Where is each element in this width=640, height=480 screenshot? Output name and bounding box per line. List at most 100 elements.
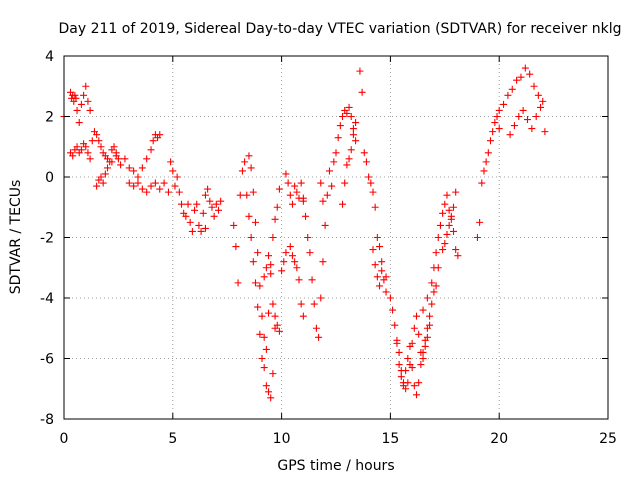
data-point-marker bbox=[258, 312, 266, 320]
data-point-marker bbox=[73, 106, 81, 114]
data-point-marker bbox=[134, 179, 142, 187]
data-point-marker bbox=[454, 252, 462, 260]
data-point-marker bbox=[249, 258, 257, 266]
data-point-marker bbox=[443, 191, 451, 199]
data-point-marker bbox=[138, 185, 146, 193]
data-point-marker bbox=[508, 85, 516, 93]
data-point-marker bbox=[151, 179, 159, 187]
data-point-marker bbox=[101, 170, 109, 178]
data-point-marker bbox=[306, 249, 314, 257]
data-point-marker bbox=[397, 373, 405, 381]
data-point-marker bbox=[156, 185, 164, 193]
data-point-marker bbox=[147, 182, 155, 190]
data-point-marker bbox=[515, 113, 523, 120]
data-point-marker bbox=[450, 227, 458, 235]
data-point-marker bbox=[256, 330, 264, 338]
data-point-marker bbox=[302, 212, 310, 220]
data-point-marker bbox=[482, 158, 490, 166]
data-point-marker bbox=[97, 173, 105, 181]
y-axis-label: SDTVAR / TECUs bbox=[8, 180, 24, 295]
data-point-marker bbox=[521, 64, 529, 72]
data-point-marker bbox=[262, 264, 270, 272]
data-point-marker bbox=[443, 230, 451, 238]
data-point-marker bbox=[315, 333, 323, 341]
data-point-marker bbox=[143, 188, 151, 196]
data-point-marker bbox=[251, 218, 259, 226]
data-point-marker bbox=[343, 109, 351, 117]
data-point-marker bbox=[349, 125, 357, 133]
data-point-marker bbox=[436, 221, 444, 229]
data-point-marker bbox=[410, 324, 418, 332]
data-point-marker bbox=[365, 173, 373, 181]
data-point-marker bbox=[293, 264, 301, 272]
data-point-marker bbox=[441, 240, 449, 248]
data-point-marker bbox=[234, 279, 242, 287]
data-point-marker bbox=[286, 243, 294, 251]
data-point-marker bbox=[439, 246, 447, 254]
data-point-marker bbox=[284, 179, 292, 187]
data-point-marker bbox=[430, 264, 438, 272]
data-point-marker bbox=[517, 73, 525, 81]
data-point-marker bbox=[441, 200, 449, 208]
data-point-marker bbox=[282, 249, 290, 257]
data-point-marker bbox=[317, 294, 325, 302]
data-point-marker bbox=[71, 91, 79, 99]
data-point-marker bbox=[297, 179, 305, 187]
data-point-marker bbox=[269, 370, 277, 378]
data-point-marker bbox=[489, 128, 497, 136]
data-point-marker bbox=[376, 282, 384, 290]
data-point-marker bbox=[149, 137, 157, 145]
data-point-marker bbox=[97, 143, 105, 151]
data-point-marker bbox=[428, 300, 436, 308]
data-point-marker bbox=[452, 246, 460, 254]
data-point-marker bbox=[339, 113, 347, 120]
data-point-marker bbox=[130, 167, 138, 175]
data-point-marker bbox=[382, 288, 390, 296]
data-point-marker bbox=[413, 391, 421, 399]
data-point-marker bbox=[493, 113, 501, 120]
data-point-marker bbox=[206, 197, 214, 205]
data-point-marker bbox=[86, 106, 94, 114]
data-point-marker bbox=[291, 258, 299, 266]
data-point-marker bbox=[186, 218, 194, 226]
data-point-marker bbox=[210, 212, 218, 220]
data-point-marker bbox=[293, 188, 301, 196]
data-point-marker bbox=[376, 243, 384, 251]
data-point-marker bbox=[426, 312, 434, 320]
data-point-marker bbox=[291, 182, 299, 190]
data-point-marker bbox=[236, 191, 244, 199]
data-point-marker bbox=[295, 276, 303, 284]
data-point-marker bbox=[334, 134, 342, 142]
data-point-marker bbox=[195, 221, 203, 229]
data-point-marker bbox=[415, 330, 423, 338]
data-point-marker bbox=[82, 143, 90, 151]
data-point-marker bbox=[373, 234, 381, 241]
data-point-marker bbox=[88, 137, 96, 145]
data-point-marker bbox=[267, 394, 275, 402]
data-point-marker bbox=[439, 209, 447, 217]
data-point-marker bbox=[254, 303, 262, 311]
data-point-marker bbox=[167, 158, 175, 166]
data-point-marker bbox=[360, 149, 368, 157]
data-point-marker bbox=[399, 382, 407, 390]
data-point-marker bbox=[171, 182, 179, 190]
data-point-marker bbox=[406, 342, 414, 350]
data-point-marker bbox=[534, 91, 542, 99]
data-point-marker bbox=[72, 94, 80, 102]
data-point-marker bbox=[262, 345, 270, 353]
data-point-marker bbox=[232, 243, 240, 251]
data-point-marker bbox=[445, 206, 453, 214]
data-point-marker bbox=[319, 197, 327, 205]
data-point-marker bbox=[173, 173, 181, 181]
data-point-marker bbox=[147, 146, 155, 154]
data-point-marker bbox=[345, 155, 353, 163]
data-point-marker bbox=[323, 191, 331, 199]
data-point-marker bbox=[423, 324, 431, 332]
data-point-marker bbox=[486, 137, 494, 145]
data-point-marker bbox=[106, 158, 114, 166]
data-point-marker bbox=[434, 234, 442, 241]
data-point-marker bbox=[269, 234, 277, 241]
data-point-marker bbox=[421, 336, 429, 344]
data-point-marker bbox=[395, 348, 403, 356]
data-point-marker bbox=[450, 203, 458, 211]
